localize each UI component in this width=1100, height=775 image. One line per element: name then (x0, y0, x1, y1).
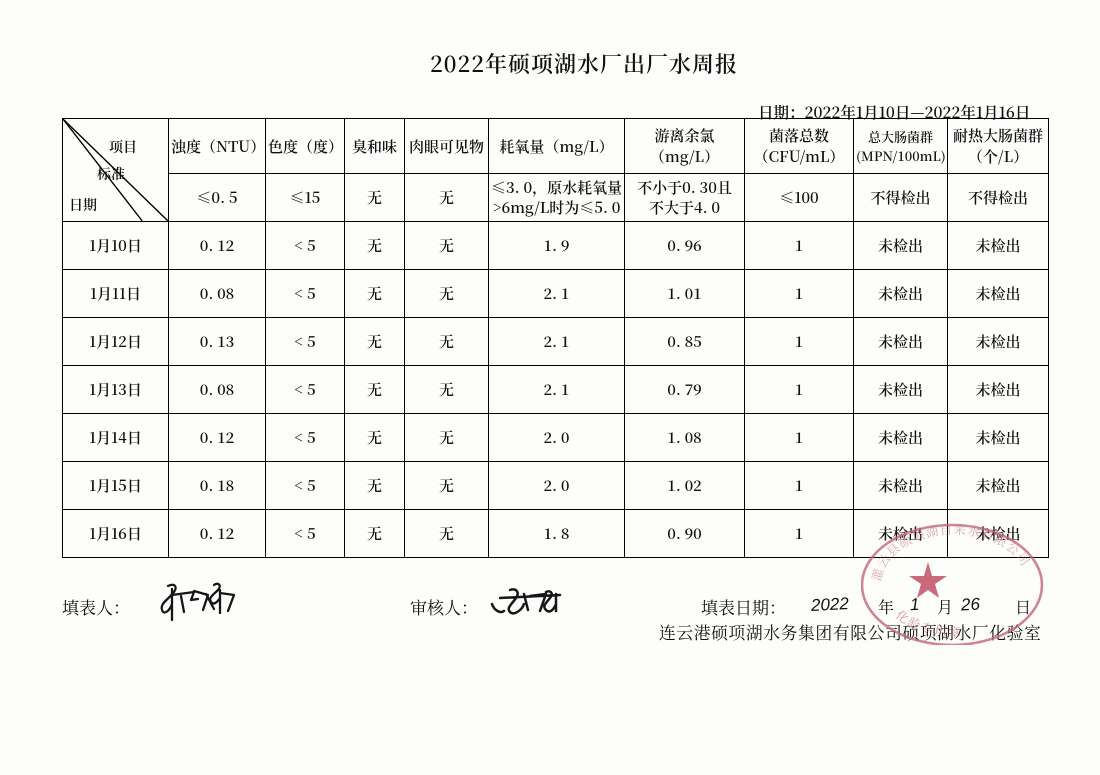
svg-text:灌云县硕项湖自来水有限公司: 灌云县硕项湖自来水有限公司 (867, 522, 1035, 583)
